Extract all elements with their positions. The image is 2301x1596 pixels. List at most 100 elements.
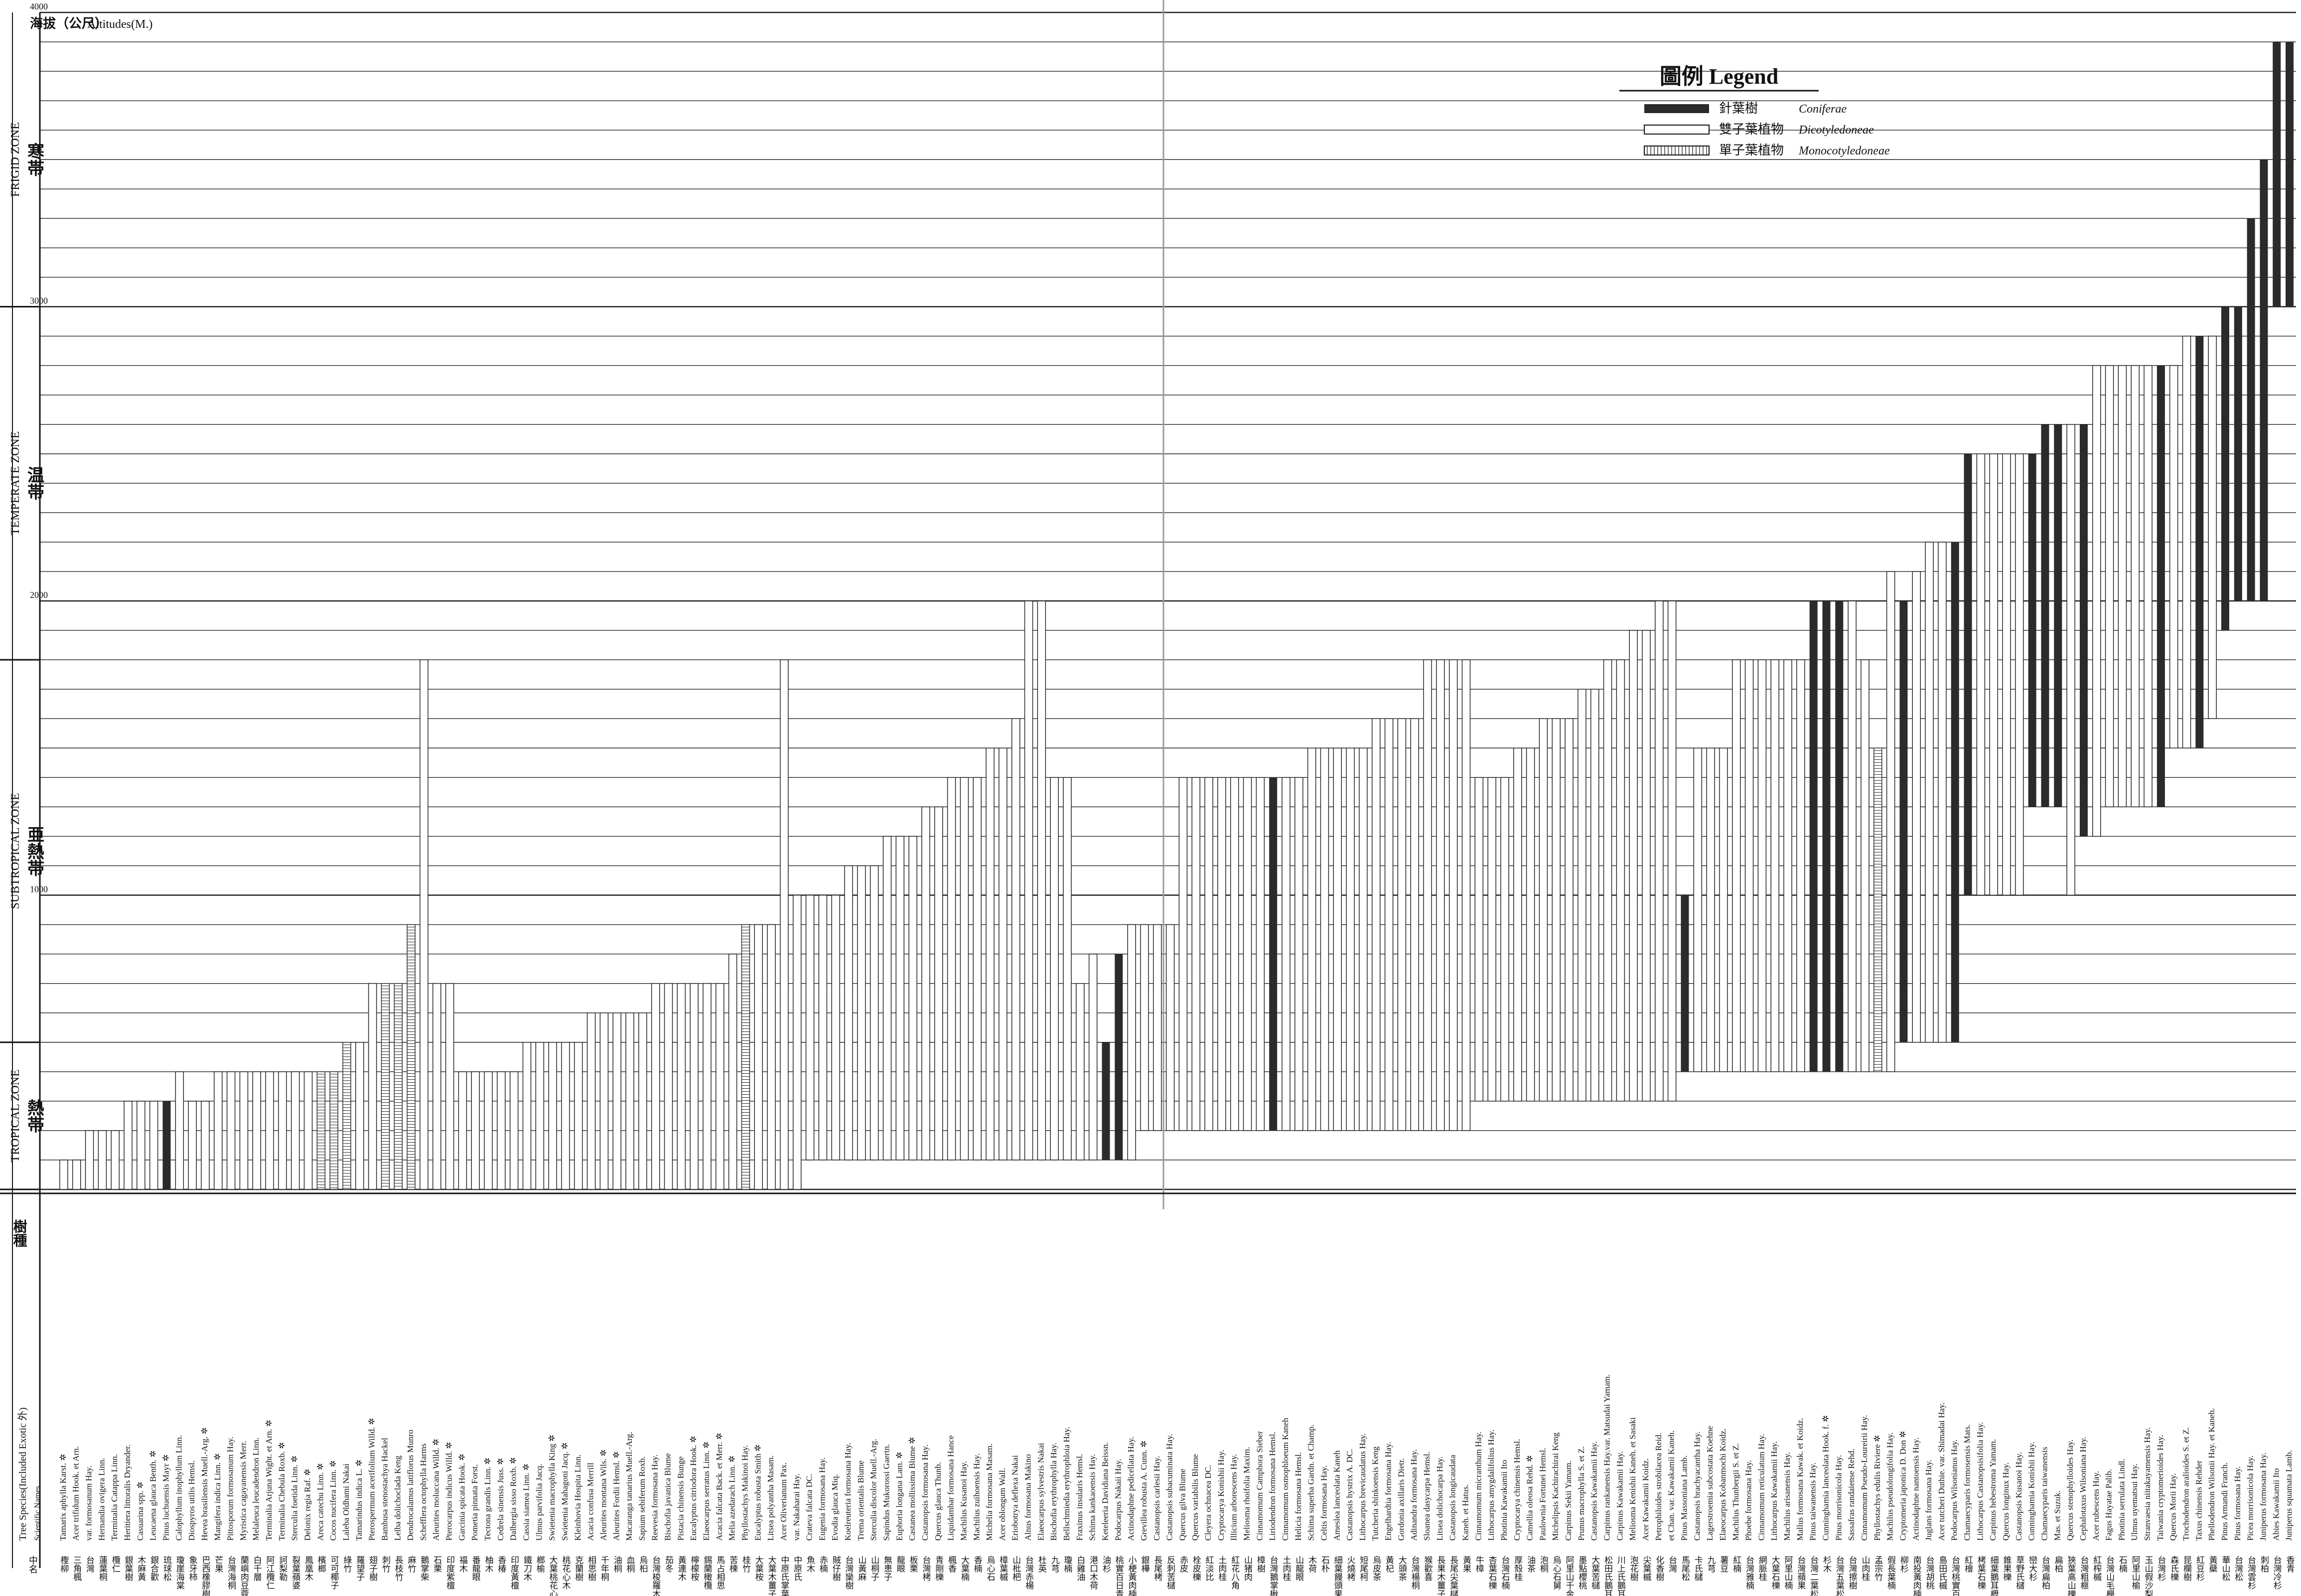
species-chinese-name: 瓊崖海棠 bbox=[175, 1556, 185, 1590]
species-chinese-name: 台灣桃實百日青 bbox=[1950, 1556, 1960, 1596]
y-tick-label: 2000 bbox=[30, 590, 48, 600]
bar-monocot bbox=[407, 924, 416, 1190]
zone-name-en: TEMPERATE ZONE bbox=[9, 431, 22, 535]
bar-conifer bbox=[1899, 601, 1908, 1042]
species-scientific-name: Dalbergia sisso Roxb. ✲ bbox=[509, 1457, 518, 1541]
species-chinese-name: 麻竹 bbox=[407, 1556, 417, 1573]
species-scientific-name: Cryptocarya Konishii Hay. bbox=[1216, 1450, 1226, 1541]
species-chinese-name: 森氏櫟 bbox=[2169, 1556, 2179, 1581]
species-scientific-name: Laleba Oldhami Nakai bbox=[341, 1463, 351, 1541]
x-axis-sub-label-en: Scientific Names bbox=[33, 1486, 42, 1541]
species-chinese-name: 香椿 bbox=[496, 1556, 506, 1573]
bar-dicot bbox=[1642, 630, 1651, 1102]
species-scientific-name: Photinia Kawakamii Ito bbox=[1499, 1460, 1509, 1541]
species-chinese-name: 桂竹 bbox=[741, 1556, 751, 1573]
bar-dicot bbox=[1333, 747, 1342, 1131]
bar-dicot bbox=[767, 924, 776, 1190]
species-chinese-name: 千年桐 bbox=[599, 1556, 609, 1581]
species-chinese-name: 台灣五葉松 bbox=[1835, 1556, 1845, 1596]
bar-dicot bbox=[1243, 777, 1252, 1131]
species-chinese-name: 台灣栲 bbox=[921, 1556, 931, 1582]
bar-monocot bbox=[381, 983, 390, 1190]
species-scientific-name: var. Nakaharai Hay. bbox=[792, 1473, 801, 1541]
bar-dicot bbox=[844, 865, 853, 1161]
species-chinese-name: 苦楝 bbox=[728, 1556, 738, 1573]
species-scientific-name: Kaneh. et Hatus. bbox=[1460, 1484, 1470, 1541]
species-chinese-name: 烏皮茶 bbox=[1371, 1556, 1381, 1581]
bar-dicot bbox=[2169, 365, 2178, 748]
species-chinese-name: 裂葉蘋婆 bbox=[290, 1556, 300, 1590]
bar-dicot bbox=[960, 777, 969, 1161]
species-scientific-name: Acer trifidum Hook. et Arn. bbox=[71, 1446, 81, 1541]
bar-dicot bbox=[59, 1160, 68, 1190]
species-scientific-name: Lelba dolichoclada Keng bbox=[393, 1455, 402, 1541]
bar-dicot bbox=[226, 1071, 236, 1190]
species-scientific-name: Pinus Massoniana Lamb. bbox=[1679, 1455, 1689, 1541]
species-chinese-name: 欖仁 bbox=[111, 1556, 121, 1573]
bar-dicot bbox=[458, 1071, 467, 1190]
zone-name-cn: 寒帯 bbox=[25, 143, 44, 176]
species-chinese-name: 扁柏 bbox=[2053, 1556, 2063, 1573]
bar-conifer bbox=[1964, 453, 1972, 895]
bar-dicot bbox=[85, 1130, 94, 1190]
species-chinese-name: 印度紫檀 bbox=[445, 1556, 455, 1590]
bar-dicot bbox=[111, 1130, 120, 1190]
species-chinese-name: 大葉苦櫧 bbox=[1590, 1556, 1600, 1590]
legend-swatch-dicot bbox=[1644, 125, 1710, 135]
species-chinese-name: 象牙柿 bbox=[188, 1556, 198, 1581]
species-scientific-name: Euphoria longana Lam. ✲ bbox=[894, 1451, 904, 1541]
species-scientific-name: Pinus luchuensis Mayr ✲ bbox=[161, 1454, 170, 1541]
bar-conifer bbox=[2273, 42, 2281, 307]
species-scientific-name: Sassafras randaiense Rehd. bbox=[1847, 1449, 1856, 1541]
species-chinese-name: 白千層 bbox=[252, 1556, 262, 1581]
bar-conifer bbox=[2286, 42, 2294, 307]
species-chinese-name: 香青 bbox=[2285, 1556, 2295, 1573]
species-scientific-name: Terminalia Arjuna Wight. et Arn. ✲ bbox=[264, 1420, 274, 1541]
bar-dicot bbox=[188, 1101, 197, 1190]
species-scientific-name: Petrophiloides strobilacea Reid. bbox=[1654, 1433, 1663, 1541]
species-scientific-name: Ameslea lanceolata Kaneh bbox=[1332, 1450, 1341, 1541]
zone-column: FRIGID ZONE 寒帯 TEMPERATE ZONE 温帯 SUBTROPICAL… bbox=[0, 122, 44, 1190]
species-scientific-name: Acer oblongum Wall. bbox=[998, 1468, 1007, 1541]
species-scientific-name: Lithocarpus Kawakamii Hay. bbox=[1769, 1441, 1779, 1541]
species-scientific-name: Diospyros utilis Hemsl. bbox=[187, 1460, 196, 1541]
species-chinese-name: 楓香 bbox=[947, 1556, 957, 1573]
species-scientific-name: Delonix regia Raf. ✲ bbox=[303, 1468, 312, 1541]
bar-conifer bbox=[1951, 542, 1959, 1042]
bar-dicot bbox=[1191, 777, 1200, 1131]
x-axis-label-en: Tree Species(Included Exotic 外) bbox=[17, 1407, 28, 1541]
species-chinese-name: 火燒栲 bbox=[1346, 1556, 1356, 1582]
species-scientific-name: Cephalotaxus Wilsoniana Hay. bbox=[2078, 1437, 2088, 1541]
species-scientific-name: Juniperus formosana Hay. bbox=[2258, 1452, 2268, 1541]
bar-conifer bbox=[2247, 218, 2255, 601]
species-scientific-name: Terminalia Catappa Linn. bbox=[110, 1454, 119, 1541]
bar-dicot bbox=[2131, 365, 2140, 808]
legend-title: 圖例 Legend bbox=[1660, 64, 1778, 89]
species-scientific-name: Engelhardtia formosana Hay. bbox=[1384, 1442, 1393, 1541]
species-scientific-name: Quercus stenophylloides Hay. bbox=[2065, 1440, 2075, 1541]
bar-conifer bbox=[1102, 1042, 1110, 1160]
bar-dicot bbox=[1590, 689, 1599, 1102]
species-scientific-name: Elaeocarpus Kobanmochi Koidz. bbox=[1718, 1429, 1727, 1541]
species-scientific-name: Aleurites montana Wils. ✲ bbox=[598, 1450, 608, 1541]
species-scientific-name: Stranvaesia niitakayamensis Hay. bbox=[2143, 1427, 2152, 1541]
species-scientific-name: Castanopsis Kusanoi Hay. bbox=[2014, 1452, 2023, 1541]
species-scientific-name: Podocarpus Wilsonianus Hay. bbox=[1950, 1440, 1959, 1541]
species-scientific-name: Cinnamomum Pseudo-Loureirii Hay. bbox=[1860, 1415, 1869, 1541]
species-chinese-name: 台灣鵝掌楸 bbox=[1269, 1556, 1279, 1596]
species-chinese-name: 大葉桉 bbox=[754, 1556, 764, 1581]
species-chinese-name: 大頭茶 bbox=[1397, 1556, 1407, 1581]
bar-dicot bbox=[882, 836, 892, 1161]
species-chinese-name: 阿江欖仁 bbox=[265, 1556, 275, 1590]
bar-dicot bbox=[201, 1101, 210, 1190]
species-chinese-name: 番龍眼 bbox=[471, 1556, 481, 1581]
bar-dicot bbox=[728, 953, 737, 1190]
bar-dicot bbox=[574, 1042, 583, 1190]
bar-dicot bbox=[2144, 365, 2153, 808]
species-chinese-name: 銀葉樹 bbox=[124, 1556, 134, 1581]
species-scientific-name: Evodia glauca Miq. bbox=[830, 1474, 840, 1541]
bar-dicot bbox=[1938, 542, 1947, 1043]
bar-dicot bbox=[1011, 718, 1020, 1161]
species-scientific-name: Leucaena glauca Benth. ✲ bbox=[148, 1451, 158, 1541]
species-chinese-name: 柚木 bbox=[484, 1556, 494, 1573]
